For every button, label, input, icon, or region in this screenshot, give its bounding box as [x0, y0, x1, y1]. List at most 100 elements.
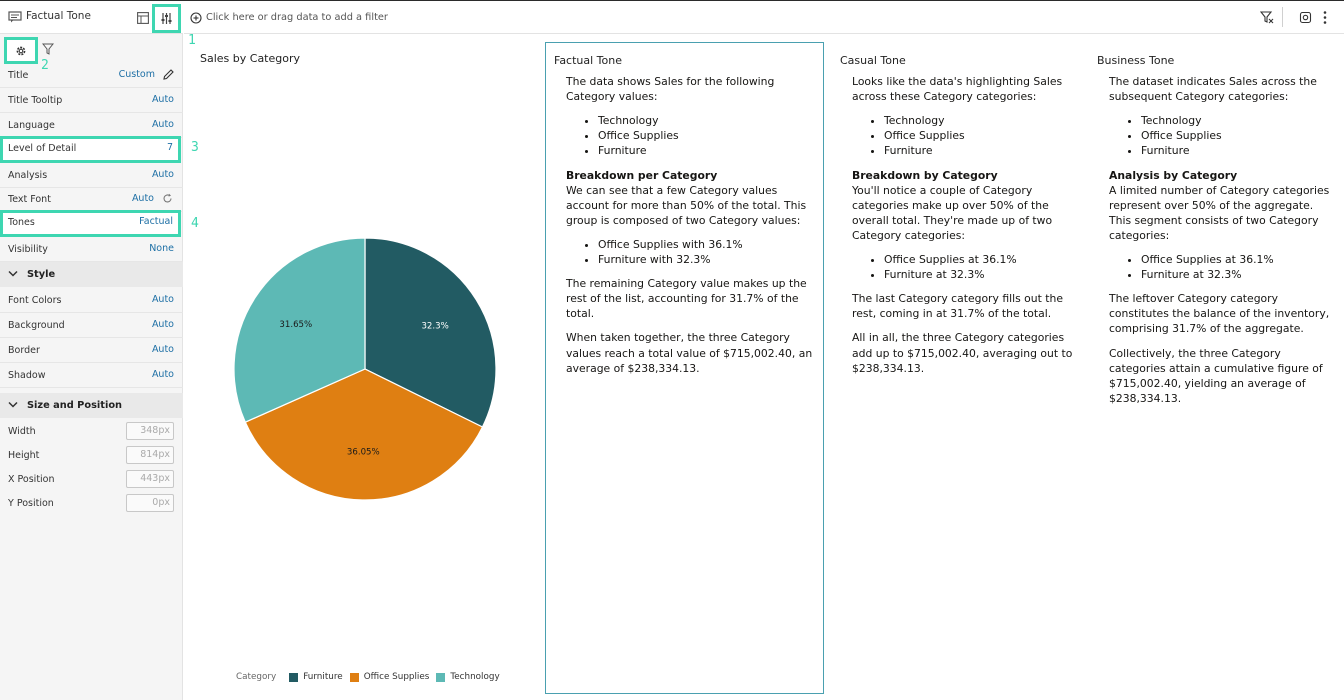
property-label: Height	[8, 450, 40, 461]
factual-tone-panel[interactable]: Factual Tone The data shows Sales for th…	[545, 42, 824, 694]
size-position-section-header[interactable]: Size and Position	[0, 393, 183, 418]
property-text-font[interactable]: Text Font Auto	[0, 187, 183, 212]
tone-summary: When taken together, the three Category …	[566, 331, 813, 375]
filter-placeholder[interactable]: Click here or drag data to add a filter	[206, 12, 388, 23]
properties-tabs	[0, 35, 183, 64]
section-label: Style	[27, 269, 56, 280]
property-label: Analysis	[8, 170, 48, 181]
tone-paragraph: You'll notice a couple of Category categ…	[852, 183, 1053, 242]
property-value[interactable]: Auto	[151, 169, 174, 180]
more-options-icon[interactable]	[1322, 10, 1328, 25]
legend-item-technology[interactable]: Technology	[436, 672, 500, 682]
list-item: Technology	[598, 113, 819, 128]
pie-chart[interactable]: 32.3% 36.05% 31.65%	[220, 226, 510, 516]
list-item: Office Supplies	[598, 128, 819, 143]
property-font-colors[interactable]: Font Colors Auto	[0, 288, 183, 313]
list-item: Office Supplies at 36.1%	[1141, 252, 1337, 267]
callout-1: 1	[188, 33, 196, 48]
property-height: Height 814px	[0, 443, 183, 468]
legend-item-office-supplies[interactable]: Office Supplies	[349, 672, 430, 682]
property-label: Title Tooltip	[8, 95, 63, 106]
list-item: Technology	[1141, 113, 1337, 128]
tone-remaining: The last Category category fills out the…	[852, 292, 1064, 321]
tone-heading: Breakdown by Category	[852, 168, 998, 182]
property-value[interactable]: Auto	[131, 193, 154, 204]
business-tone-panel[interactable]: Business Tone The dataset indicates Sale…	[1097, 53, 1337, 415]
list-item: Furniture	[598, 143, 819, 158]
auto-apply-icon[interactable]	[1299, 11, 1312, 24]
pie-data-label: 32.3%	[421, 321, 448, 331]
x-position-input[interactable]: 443px	[126, 470, 174, 488]
property-background[interactable]: Background Auto	[0, 313, 183, 338]
sliders-icon	[161, 13, 172, 24]
property-visibility[interactable]: Visibility None	[0, 237, 183, 262]
section-label: Size and Position	[27, 400, 123, 411]
property-title-tooltip[interactable]: Title Tooltip Auto	[0, 88, 183, 113]
property-label: Shadow	[8, 370, 46, 381]
property-label: Title	[8, 70, 29, 81]
pie-slice-office-supplies[interactable]	[244, 368, 484, 501]
property-label: Level of Detail	[8, 143, 77, 154]
pie-data-label: 31.65%	[279, 320, 312, 330]
property-value[interactable]: Factual	[139, 216, 173, 227]
property-value[interactable]: Auto	[151, 369, 174, 380]
property-label: Border	[8, 345, 40, 356]
tone-title: Casual Tone	[840, 54, 906, 67]
width-input[interactable]: 348px	[126, 422, 174, 440]
tone-heading: Analysis by Category	[1109, 168, 1238, 182]
height-input[interactable]: 814px	[126, 446, 174, 464]
property-value[interactable]: None	[149, 243, 174, 254]
pie-slice-furniture[interactable]	[364, 237, 497, 428]
casual-tone-panel[interactable]: Casual Tone Looks like the data's highli…	[840, 53, 1080, 385]
property-level-of-detail[interactable]: Level of Detail 7	[0, 136, 181, 163]
filter-bar: Click here or drag data to add a filter	[184, 1, 1344, 34]
y-position-input[interactable]: 0px	[126, 494, 174, 512]
legend-item-furniture[interactable]: Furniture	[289, 672, 343, 682]
property-value[interactable]: 7	[166, 142, 173, 153]
property-shadow[interactable]: Shadow Auto	[0, 363, 183, 388]
property-label: X Position	[8, 474, 55, 485]
callout-3: 3	[191, 140, 199, 155]
chart-legend: Category Furniture Office Supplies Techn…	[236, 672, 507, 682]
general-properties-tab[interactable]	[4, 37, 38, 64]
legend-title: Category	[236, 672, 277, 682]
style-section-header[interactable]: Style	[0, 262, 183, 287]
tone-remaining: The leftover Category category constitut…	[1109, 292, 1330, 336]
tone-intro: The data shows Sales for the following C…	[566, 75, 775, 104]
add-filter-icon[interactable]	[190, 12, 202, 24]
filter-options-icon[interactable]	[1260, 11, 1274, 24]
property-value[interactable]: Custom	[118, 69, 155, 80]
property-label: Font Colors	[8, 295, 62, 306]
legend-label: Furniture	[303, 672, 343, 682]
tone-paragraph: A limited number of Category categories …	[1109, 183, 1330, 242]
property-value[interactable]: Auto	[151, 119, 174, 130]
property-y-position: Y Position 0px	[0, 491, 183, 516]
chart-title: Sales by Category	[200, 52, 301, 65]
legend-label: Office Supplies	[363, 672, 430, 682]
tone-title: Business Tone	[1097, 54, 1175, 67]
properties-toggle-button[interactable]	[152, 4, 181, 33]
property-value[interactable]: Auto	[151, 94, 174, 105]
property-tones[interactable]: Tones Factual	[0, 210, 181, 237]
property-label: Background	[8, 320, 65, 331]
property-value[interactable]: Auto	[151, 344, 174, 355]
property-title[interactable]: Title Custom	[0, 63, 183, 88]
property-language[interactable]: Language Auto	[0, 113, 183, 138]
pencil-icon[interactable]	[163, 69, 174, 80]
tone-intro: Looks like the data's highlighting Sales…	[852, 75, 1063, 104]
grammar-panel-icon[interactable]	[137, 12, 149, 24]
filter-icon[interactable]	[42, 43, 54, 55]
property-label: Y Position	[8, 498, 54, 509]
property-label: Text Font	[8, 194, 51, 205]
property-value[interactable]: Auto	[151, 319, 174, 330]
property-border[interactable]: Border Auto	[0, 338, 183, 363]
property-analysis[interactable]: Analysis Auto	[0, 163, 183, 188]
list-item: Furniture	[884, 143, 1080, 158]
property-value[interactable]: Auto	[151, 294, 174, 305]
reset-icon[interactable]	[162, 193, 173, 204]
pie-data-label: 36.05%	[347, 448, 380, 458]
tone-summary: All in all, the three Category categorie…	[852, 331, 1073, 375]
pie-slice-technology[interactable]	[233, 237, 366, 423]
tone-title: Factual Tone	[554, 54, 623, 67]
visualization-icon	[8, 11, 22, 23]
